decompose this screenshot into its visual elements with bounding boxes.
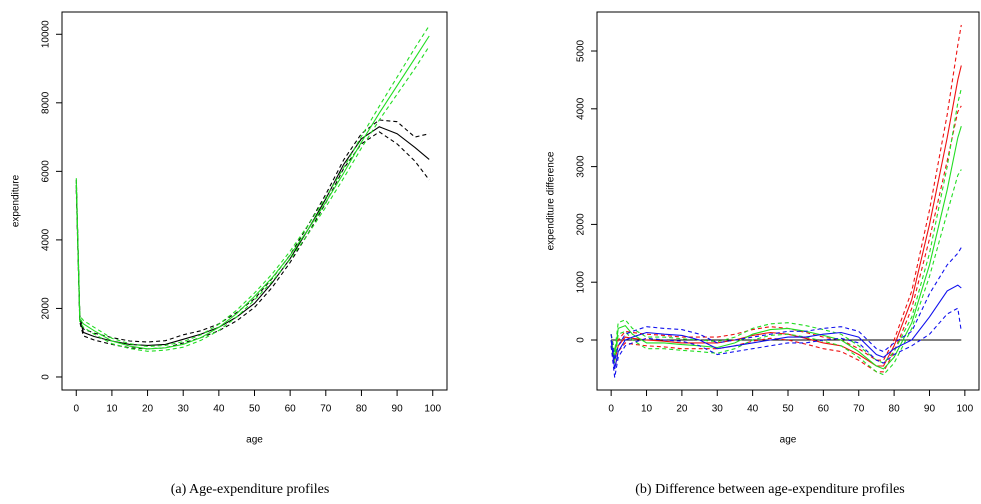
x-tick-label: 30 [712,404,724,415]
chart: 0 10 20 30 40 50 60 70 80 90 100 0 2000 4000 6000 8000 1… [11,11,448,497]
x-tick-label: 80 [356,404,368,415]
caption: (a) Age-expenditure profiles [171,482,330,497]
series-line [610,88,962,364]
x-tick-label: 90 [924,404,936,415]
x-tick-label: 60 [285,404,297,415]
y-axis-label: expenditure [11,174,22,227]
x-tick-label: 70 [853,404,865,415]
series-line [610,284,962,370]
chart: 0 10 20 30 40 50 60 70 80 90 100010002000300040005… [546,11,980,497]
y-tick-label: 0 [41,374,52,380]
series-line [610,247,962,361]
x-tick-label: 20 [676,404,688,415]
series-line [610,65,962,367]
x-tick-label: 90 [392,404,404,415]
y-tick-label: 6000 [41,160,52,183]
y-tick-label: 3000 [576,155,587,178]
x-tick-label: 30 [178,404,190,415]
series-line [75,119,430,343]
series-line [75,46,430,352]
x-tick-label: 10 [106,404,118,415]
x-tick-label: 0 [608,404,614,415]
series-line [610,24,962,361]
y-tick-label: 8000 [41,91,52,114]
y-tick-label: 0 [576,337,587,343]
x-axis-label: age [780,435,797,446]
x-tick-label: 100 [957,404,974,415]
x-tick-label: 20 [142,404,154,415]
y-tick-label: 2000 [41,297,52,320]
y-tick-label: 2000 [576,213,587,236]
series-line [610,126,962,370]
y-tick-label: 4000 [41,228,52,251]
plot-frame [61,11,448,391]
y-tick-label: 10000 [41,20,52,48]
x-tick-label: 40 [747,404,759,415]
x-axis-label: age [246,435,263,446]
series-line [75,25,430,348]
series-line [610,307,962,378]
series-line [610,105,962,373]
x-tick-label: 70 [320,404,332,415]
x-tick-label: 0 [73,404,79,415]
x-tick-label: 40 [213,404,225,415]
x-tick-label: 80 [889,404,901,415]
series-line [75,131,430,350]
y-tick-label: 1000 [576,271,587,294]
x-tick-label: 10 [641,404,653,415]
series-line [75,35,430,350]
x-tick-label: 60 [818,404,830,415]
x-tick-label: 100 [424,404,441,415]
y-axis-label: expenditure difference [546,151,557,250]
x-tick-label: 50 [249,404,261,415]
y-tick-label: 4000 [576,97,587,120]
caption: (b) Difference between age-expenditure p… [635,482,905,497]
series-line [610,169,962,376]
series-line [75,126,430,346]
y-tick-label: 5000 [576,39,587,62]
x-tick-label: 50 [782,404,794,415]
